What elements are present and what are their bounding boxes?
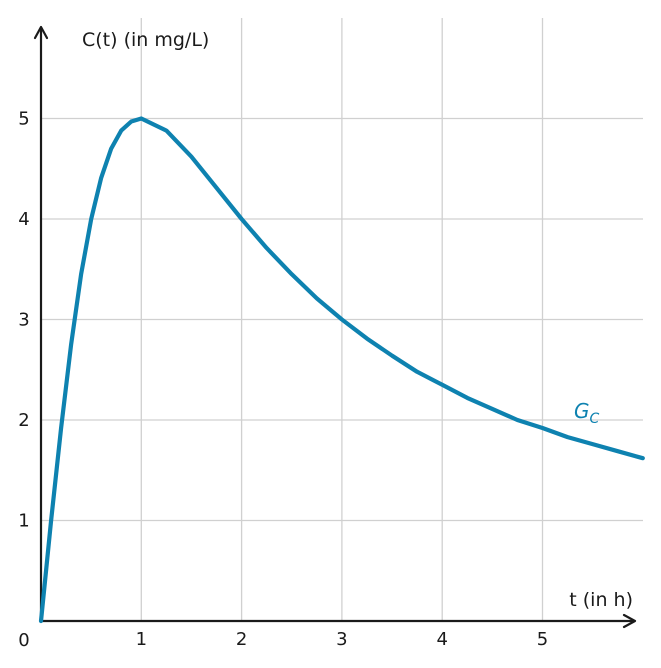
series-label-subscript: C [590, 411, 600, 427]
series-label-gc: GC [574, 399, 600, 427]
y-axis-title: C(t) (in mg/L) [82, 29, 209, 51]
x-axis-title: t (in h) [569, 589, 633, 611]
x-tick-label-2: 2 [236, 629, 247, 650]
series-line-gc [38, 116, 645, 624]
y-tick-label-5: 5 [18, 109, 29, 130]
y-tick-label-2: 2 [18, 410, 29, 431]
x-axis-arrow [622, 613, 637, 629]
origin-label: 0 [18, 630, 29, 651]
axes [33, 25, 637, 629]
x-tick-label-1: 1 [136, 629, 147, 650]
x-tick-label-4: 4 [436, 629, 447, 650]
x-tick-label-5: 5 [537, 629, 548, 650]
y-tick-label-3: 3 [18, 310, 29, 331]
y-axis-arrow [33, 25, 49, 40]
grid [41, 18, 643, 621]
x-tick-label-3: 3 [336, 629, 347, 650]
y-tick-label-1: 1 [18, 511, 29, 532]
series-label-main: G [574, 399, 590, 423]
y-tick-label-4: 4 [18, 209, 29, 230]
tick-labels: 1 2 3 4 5 1 2 3 4 5 [18, 109, 548, 651]
